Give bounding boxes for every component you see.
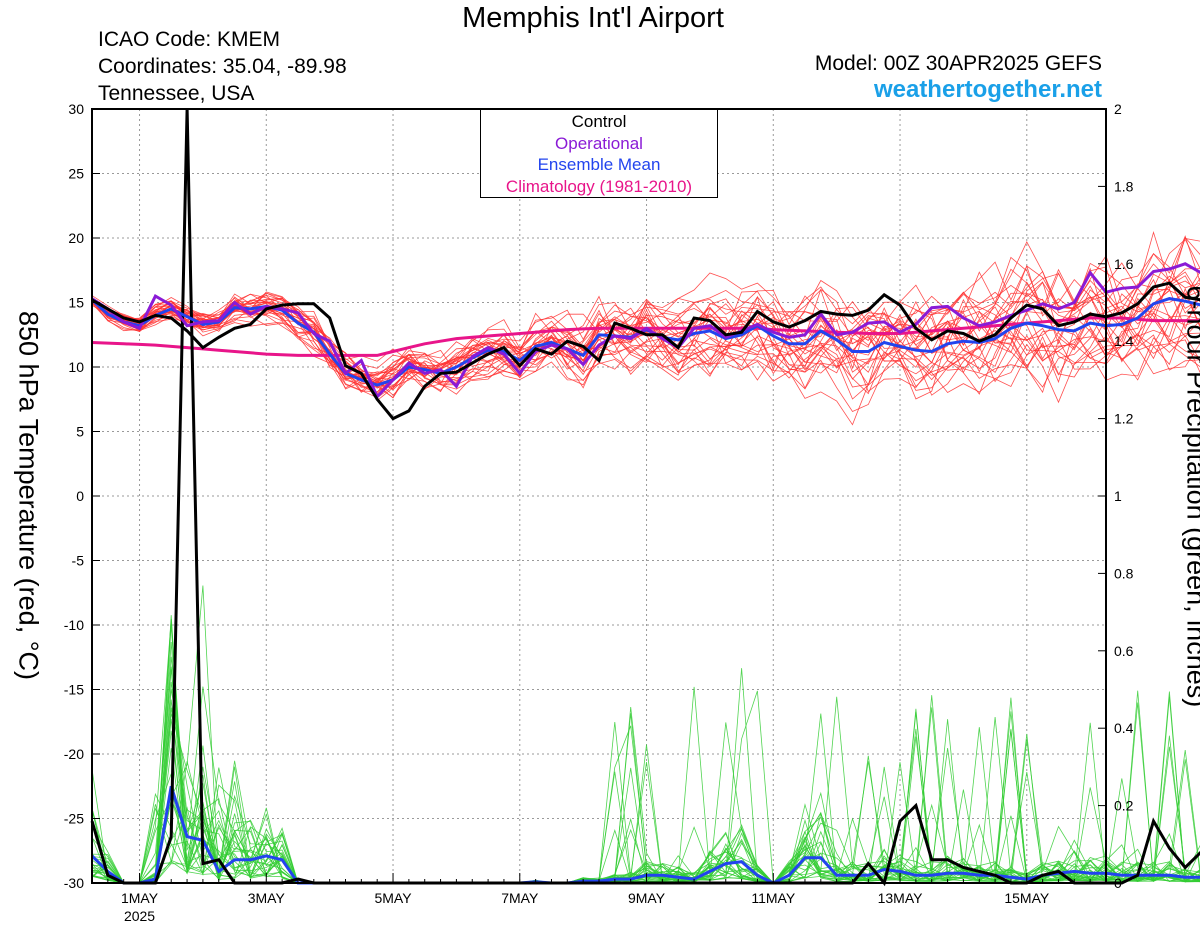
left-tick-label: 5 bbox=[76, 424, 84, 440]
precipitation-ensemble-members bbox=[91, 585, 1200, 884]
legend-operational: Operational bbox=[555, 133, 643, 153]
x-tick-label: 3MAY bbox=[248, 890, 286, 906]
right-tick-label: 2 bbox=[1114, 101, 1122, 117]
x-tick-label: 1MAY bbox=[121, 890, 159, 906]
left-tick-label: 15 bbox=[68, 295, 84, 311]
legend-ensemble-mean: Ensemble Mean bbox=[537, 155, 661, 175]
left-tick-label: -20 bbox=[64, 746, 84, 762]
left-tick-label: -25 bbox=[64, 811, 84, 827]
precip-ensemble-mean-line bbox=[90, 785, 1200, 885]
grid-lines bbox=[92, 109, 1106, 883]
x-tick-label: 7MAY bbox=[501, 890, 539, 906]
left-tick-label: 10 bbox=[68, 359, 84, 375]
x-tick-label: 15MAY bbox=[1004, 890, 1050, 906]
right-axis-ticks: 0 0.2 0.4 0.6 0.8 1 1.2 1.4 1.6 1.8 2 bbox=[1098, 101, 1134, 891]
x-tick-label: 13MAY bbox=[878, 890, 924, 906]
coordinates: Coordinates: 35.04, -89.98 bbox=[98, 55, 347, 78]
x-tick-sublabel: 2025 bbox=[124, 908, 155, 924]
right-tick-label: 1.6 bbox=[1114, 256, 1134, 272]
right-tick-label: 0.2 bbox=[1114, 798, 1134, 814]
x-tick-label: 5MAY bbox=[374, 890, 412, 906]
site-logo-text[interactable]: weathertogether.net bbox=[873, 76, 1102, 103]
x-tick-label: 11MAY bbox=[751, 890, 795, 906]
legend-control: Control bbox=[571, 112, 627, 131]
left-tick-label: -15 bbox=[64, 682, 84, 698]
right-tick-label: 0.8 bbox=[1114, 565, 1134, 581]
right-tick-label: 1.2 bbox=[1114, 411, 1134, 427]
left-tick-label: -10 bbox=[64, 617, 84, 633]
temp-control-line bbox=[91, 281, 1200, 421]
precip-member-line bbox=[91, 615, 1200, 884]
right-tick-label: 0.4 bbox=[1114, 720, 1134, 736]
right-tick-label: 0.6 bbox=[1114, 643, 1134, 659]
right-tick-label: 0 bbox=[1114, 875, 1122, 891]
left-tick-label: 20 bbox=[68, 230, 84, 246]
left-tick-label: -5 bbox=[72, 553, 85, 569]
right-tick-label: 1 bbox=[1114, 488, 1122, 504]
temp-member-line bbox=[91, 292, 1200, 384]
left-tick-label: 0 bbox=[76, 488, 84, 504]
legend: Control Operational Ensemble Mean Climat… bbox=[480, 109, 718, 198]
model-run: Model: 00Z 30APR2025 GEFS bbox=[814, 52, 1102, 75]
x-tick-label: 9MAY bbox=[628, 890, 666, 906]
temp-member-line bbox=[91, 262, 1200, 393]
legend-climatology: Climatology (1981-2010) bbox=[505, 176, 693, 196]
left-axis-ticks: -30 -25 -20 -15 -10 -5 0 5 10 15 20 25 30 bbox=[64, 101, 100, 891]
left-tick-label: -30 bbox=[64, 875, 84, 891]
right-tick-label: 1.4 bbox=[1114, 333, 1134, 349]
temp-member-line bbox=[91, 279, 1200, 396]
left-axis-label: 850 hPa Temperature (red, °C) bbox=[13, 311, 44, 680]
temp-member-line bbox=[91, 280, 1200, 400]
temp-member-line bbox=[91, 281, 1200, 381]
temp-member-line bbox=[91, 275, 1200, 377]
right-axis-label: 6-hour Precipitation (green, inches) bbox=[1181, 285, 1200, 708]
temp-member-line bbox=[91, 255, 1200, 389]
right-tick-label: 1.8 bbox=[1114, 178, 1134, 194]
left-tick-label: 25 bbox=[68, 166, 84, 182]
left-tick-label: 30 bbox=[68, 101, 84, 117]
temp-member-line bbox=[91, 278, 1200, 394]
x-axis-ticks: 1MAY 2025 3MAY 5MAY 7MAY 9MAY 11MAY 13MAY 15MAY bbox=[91, 873, 1107, 924]
region: Tennessee, USA bbox=[98, 82, 255, 105]
page-title: Memphis Int'l Airport bbox=[462, 2, 724, 34]
icao-code: ICAO Code: KMEM bbox=[98, 28, 281, 51]
temp-member-line bbox=[91, 235, 1200, 383]
